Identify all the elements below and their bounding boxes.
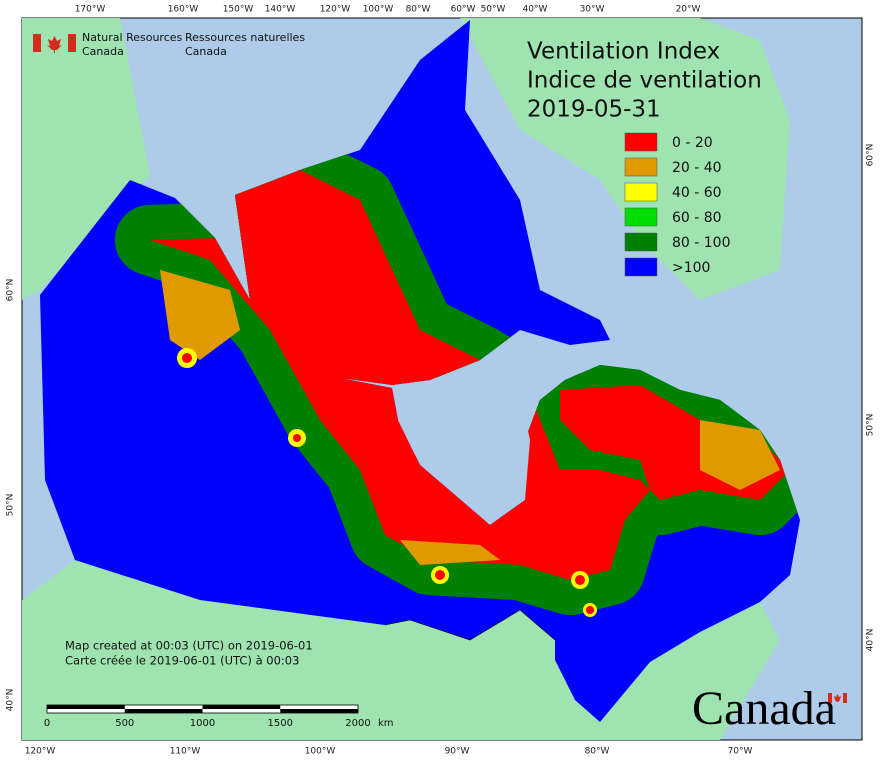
graticule-label: 90°W	[445, 747, 470, 757]
graticule-label: 170°W	[75, 5, 106, 15]
legend-swatch	[624, 257, 658, 277]
graticule-label: 160°W	[168, 5, 199, 15]
agency-name: Canada	[185, 45, 227, 58]
graticule-label: 40°N	[866, 629, 876, 652]
graticule-label: 110°W	[170, 747, 201, 757]
map-note: Carte créée le 2019-06-01 (UTC) à 00:03	[65, 654, 299, 668]
graticule-label: 50°W	[481, 5, 506, 15]
map-note: Map created at 00:03 (UTC) on 2019-06-01	[65, 639, 313, 653]
graticule-label: 80°W	[585, 747, 610, 757]
agency-name: Canada	[82, 45, 124, 58]
graticule-label: 100°W	[305, 747, 336, 757]
scale-label: 500	[115, 718, 134, 729]
graticule-label: 20°W	[676, 5, 701, 15]
graticule-label: 60°N	[6, 279, 16, 302]
legend-swatch	[624, 182, 658, 202]
legend-label: 0 - 20	[672, 135, 713, 151]
scale-label: 1000	[190, 718, 215, 729]
hudson-bay	[398, 385, 530, 520]
graticule-label: 50°N	[6, 494, 16, 517]
legend-swatch	[624, 232, 658, 252]
graticule-label: 50°N	[866, 414, 876, 437]
graticule-label: 70°W	[728, 747, 753, 757]
graticule-label: 80°W	[406, 5, 431, 15]
scale-unit: km	[378, 718, 394, 729]
map-title: Indice de ventilation	[527, 68, 762, 94]
legend-label: 60 - 80	[672, 210, 722, 226]
alaska	[22, 18, 150, 300]
graticule-label: 40°W	[523, 5, 548, 15]
graticule-label: 100°W	[363, 5, 394, 15]
graticule-label: 120°W	[25, 747, 56, 757]
legend-swatch	[624, 157, 658, 177]
legend-label: 20 - 40	[672, 160, 722, 176]
legend-label: >100	[672, 260, 710, 276]
legend-label: 80 - 100	[672, 235, 731, 251]
legend-swatch	[624, 132, 658, 152]
border	[384, 609, 556, 641]
wordmark: Canada	[692, 682, 836, 735]
scale-segment	[280, 709, 358, 713]
graticule-label: 30°W	[580, 5, 605, 15]
legend-swatch	[624, 207, 658, 227]
graticule-label: 40°N	[6, 689, 16, 712]
scale-label: 0	[44, 718, 50, 729]
graticule-label: 60°W	[451, 5, 476, 15]
graticule-label: 150°W	[223, 5, 254, 15]
scale-label: 2000	[345, 718, 370, 729]
map-title: 2019-05-31	[527, 97, 661, 123]
agency-name: Ressources naturelles	[185, 31, 305, 44]
graticule-label: 60°N	[866, 144, 876, 167]
logo	[33, 34, 76, 53]
scale-bar: 0 500 1000 1500 2000 km	[44, 704, 394, 729]
graticule-label: 120°W	[320, 5, 351, 15]
scale-segment	[124, 709, 203, 713]
agency-name: Natural Resources	[82, 31, 183, 44]
legend-label: 40 - 60	[672, 185, 722, 201]
scale-label: 1500	[268, 718, 293, 729]
wordmark-flag	[828, 693, 847, 703]
scale-segment	[202, 705, 281, 709]
scale-segment	[47, 705, 125, 709]
map-title: Ventilation Index	[527, 39, 720, 65]
usa	[22, 560, 780, 740]
graticule-label: 140°W	[265, 5, 296, 15]
